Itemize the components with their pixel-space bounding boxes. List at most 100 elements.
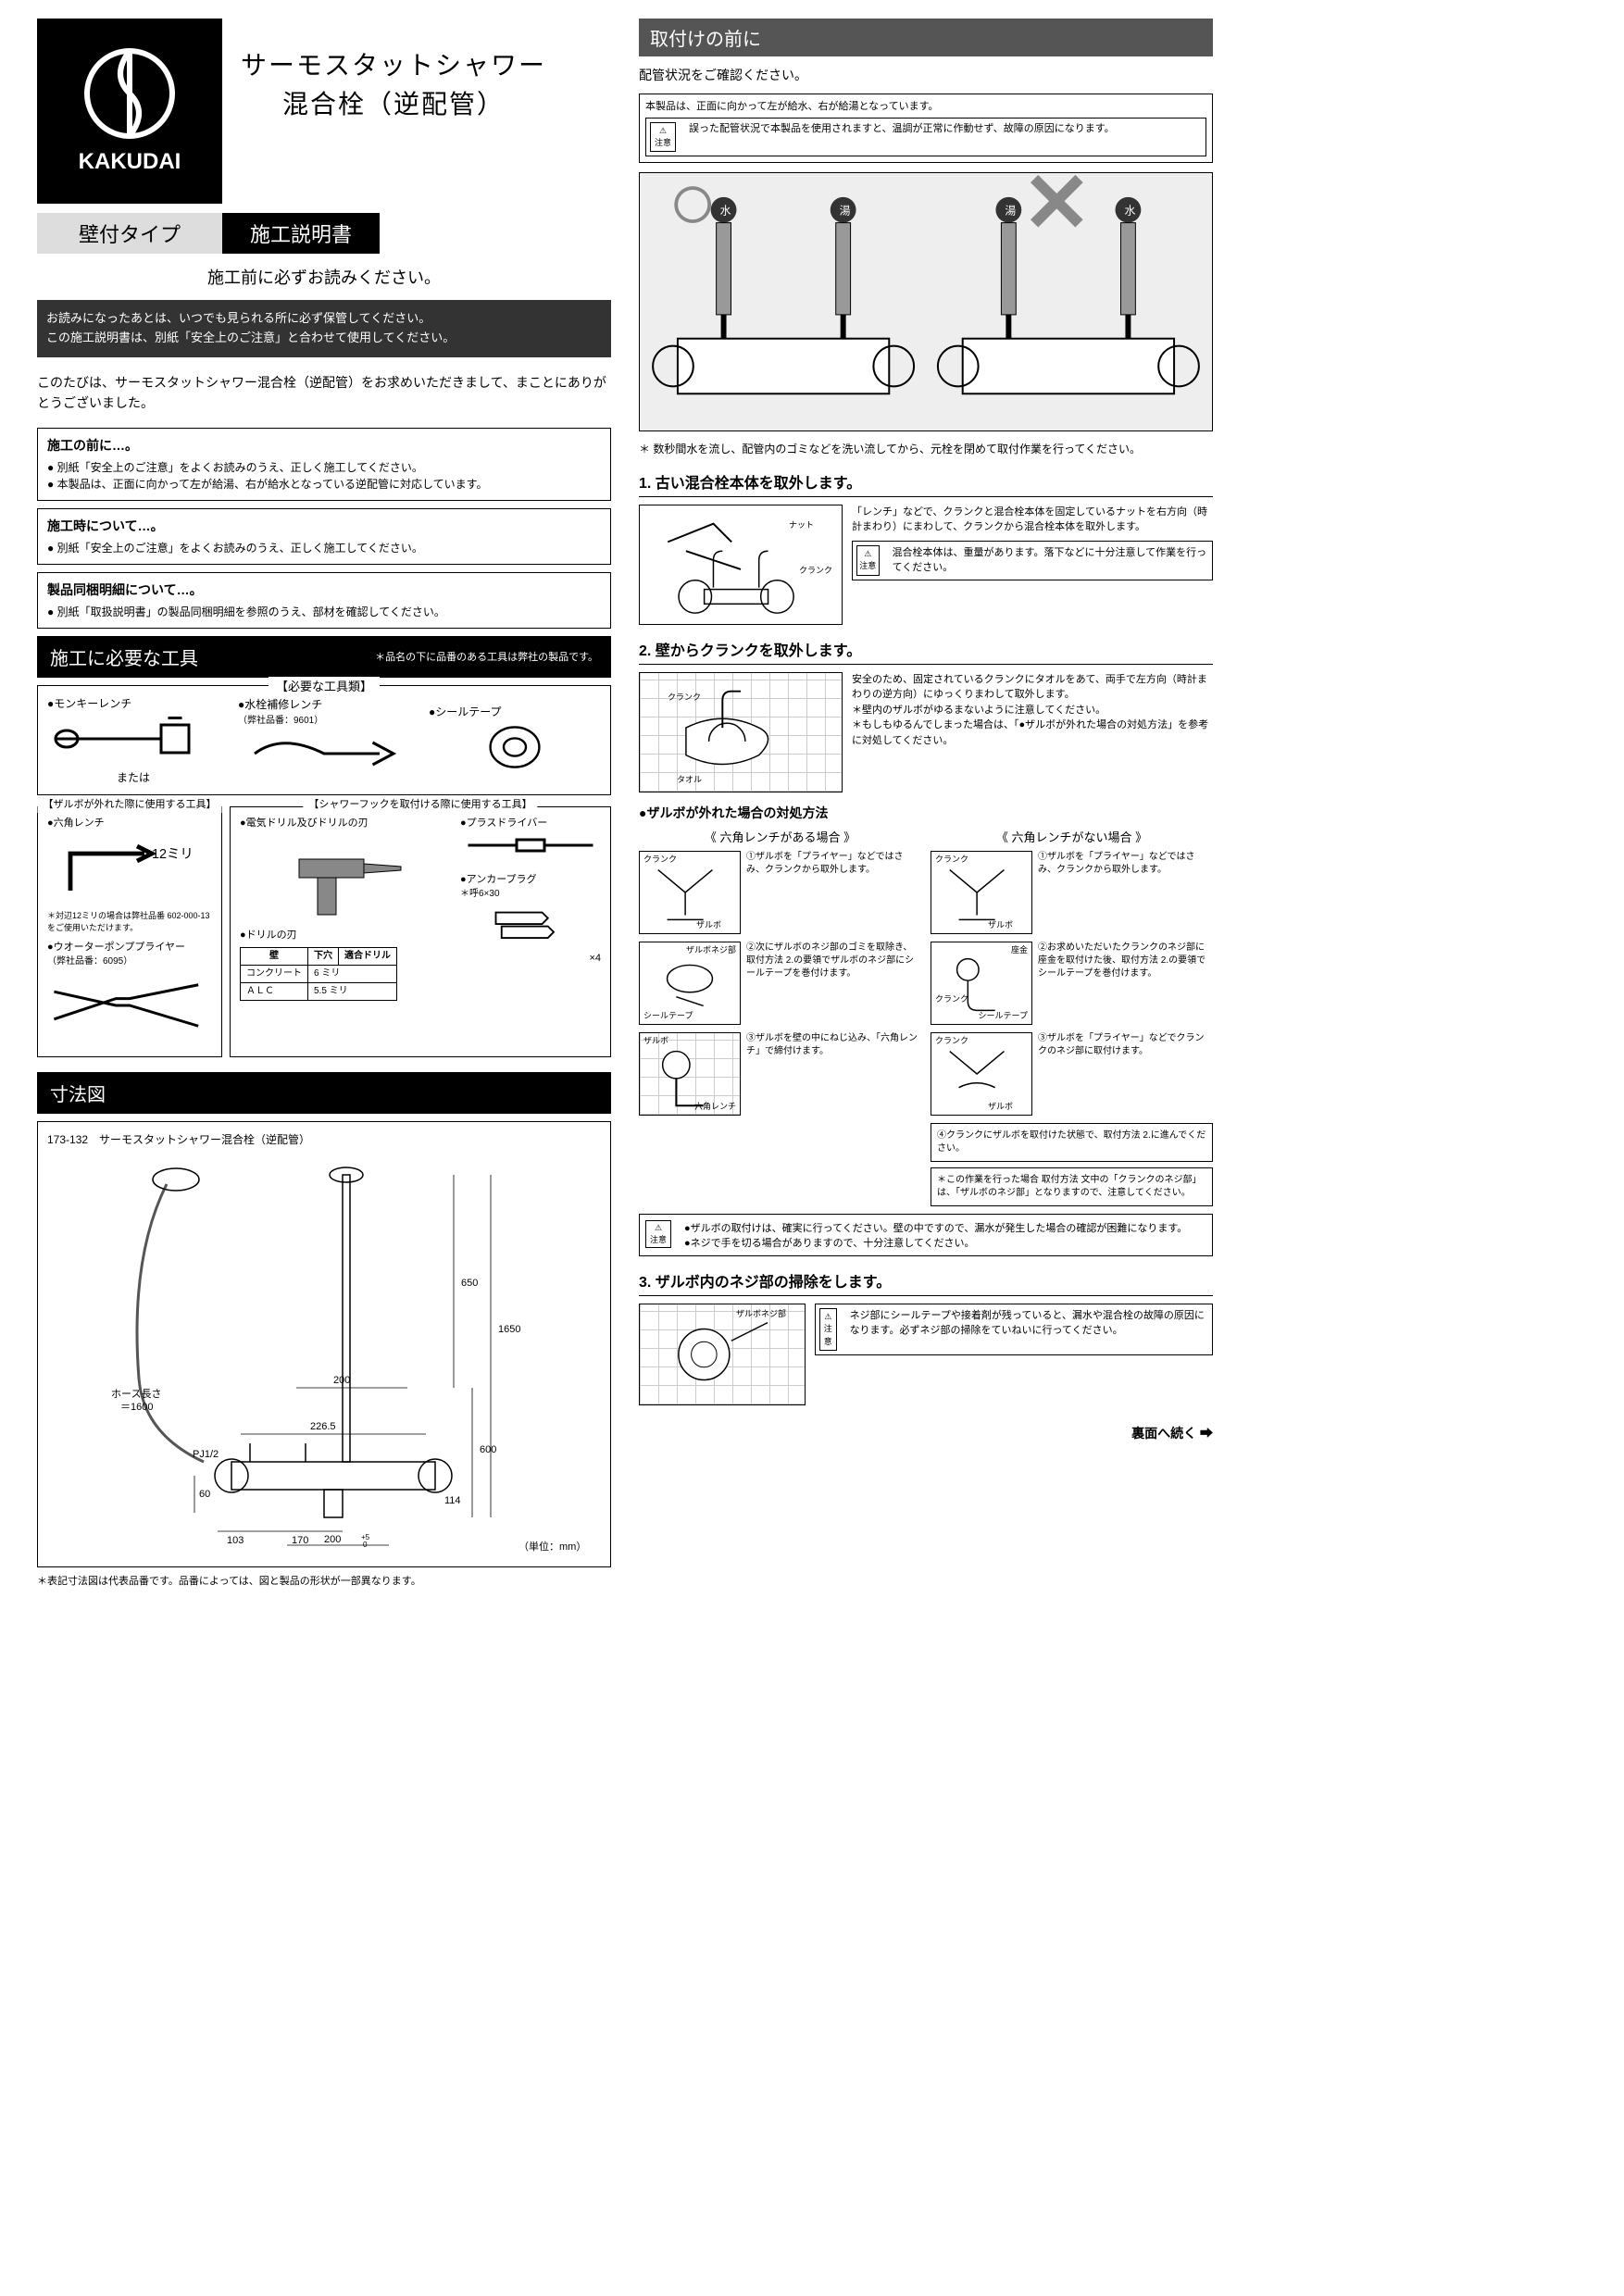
read-first-notice: 施工前に必ずお読みください。 [37, 265, 611, 289]
tool-monkey-wrench: ●モンキーレンチ または [47, 695, 219, 785]
caution-icon: ⚠注意 [856, 545, 880, 576]
tool-faucet-wrench-code: （弊社品番：9601） [238, 712, 410, 726]
ng-mark: ✕ [1022, 155, 1092, 252]
zl2-illust: ザルボネジ部 シールテープ [639, 942, 741, 1025]
zalbo-right-col: 《 六角レンチがない場合 》 クランク ザルボ ①ザルボを「プライヤー」などでは… [931, 828, 1213, 1206]
dimension-drawing: ホース長さ ＝1600 650 1650 600 200 226.5 PJ1/2 [47, 1147, 601, 1554]
zalbo-left-col: 《 六角レンチがある場合 》 クランク ザルボ ①ザルボを「プライヤー」などでは… [639, 828, 921, 1206]
zr3-illust: クランク ザルボ [931, 1032, 1032, 1116]
step2-towel-label: タオル [677, 774, 702, 787]
when-install-box: 施工時について…。 ● 別紙「安全上のご注意」をよくお読みのうえ、正しく施工して… [37, 508, 611, 565]
when-title: 施工時について…。 [47, 517, 601, 536]
svg-text:114: 114 [444, 1495, 461, 1506]
drill-h3: 適合ドリル [339, 947, 397, 965]
hook-tools-frame: 【シャワーフックを取付ける際に使用する工具】 ●電気ドリル及びドリルの刃 ●ドリ… [230, 806, 611, 1057]
zl2-text: ②次にザルボのネジ部のゴミを取除き、取付方法 2.の要領でザルボのネジ部にシール… [746, 942, 921, 1025]
caution-icon: ⚠注意 [819, 1308, 837, 1352]
dim-footnote: ＊表記寸法図は代表品番です。品番によっては、図と製品の形状が一部異なります。 [37, 1573, 611, 1588]
zalbo-left-title: 《 六角レンチがある場合 》 [639, 828, 921, 845]
subframe1-label: 【ザルボが外れた際に使用する工具】 [38, 798, 222, 812]
svg-text:60: 60 [199, 1489, 210, 1500]
step1-nut-label: ナット [789, 519, 814, 532]
hex-size-dim: 12ミリ [152, 847, 194, 862]
piping-warning-text: 誤った配管状況で本製品を使用されますと、温調が正常に作動せず、故障の原因になりま… [689, 122, 1115, 136]
tool-monkey-label: ●モンキーレンチ [47, 695, 219, 711]
svg-text:＝1600: ＝1600 [120, 1402, 153, 1413]
drill-r2c1: ＡＬＣ [241, 982, 308, 1000]
drill-r1c2: 6 ミリ [308, 965, 397, 982]
tool-drill-label: ●電気ドリル及びドリルの刃 [240, 817, 451, 830]
faucet-wrench-icon [238, 726, 410, 781]
caution-label: 注意 [655, 138, 671, 147]
caution-label: 注意 [859, 561, 876, 570]
zalbo-warn1: ●ザルボの取付けは、確実に行ってください。壁の中ですので、漏水が発生した場合の確… [684, 1220, 1187, 1235]
svg-text:170: 170 [292, 1535, 308, 1546]
zl1-text: ①ザルボを「プライヤー」などではさみ、クランクから取外します。 [746, 851, 921, 934]
manual-label: 施工説明書 [222, 213, 380, 254]
svg-text:0: 0 [363, 1541, 368, 1549]
before-bullet2: ● 本製品は、正面に向かって左が給湯、右が給水となっている逆配管に対応しています… [47, 476, 601, 493]
drill-h1: 壁 [241, 947, 308, 965]
step1-crank-label: クランク [799, 565, 832, 578]
zr1-text: ①ザルボを「プライヤー」などではさみ、クランクから取外します。 [1038, 851, 1213, 934]
brand-name: KAKUDAI [79, 149, 181, 175]
drill-r1c1: コンクリート [241, 965, 308, 982]
zalbo-final-note: ＊この作業を行った場合 取付方法 文中の「クランクのネジ部」は、「ザルボのネジ部… [931, 1167, 1213, 1206]
zr2-illust: 座金 クランク シールテープ [931, 942, 1032, 1025]
subframe2-label: 【シャワーフックを取付ける際に使用する工具】 [303, 798, 537, 812]
screwdriver-icon [460, 831, 601, 859]
zr3-text: ③ザルボを「プライヤー」などでクランクのネジ部に取付けます。 [1038, 1032, 1213, 1116]
tools-header-note: ＊品名の下に品番のある工具は弊社の製品です。 [375, 651, 598, 664]
piping-diagram: ○ ✕ 水 湯 湯 水 [639, 172, 1213, 431]
tool-pump-label: ●ウオーターポンププライヤー [47, 941, 212, 955]
step1-illust: ナット クランク [639, 505, 843, 625]
zl1-crank: クランク [643, 854, 677, 866]
dim-product-name: 173-132 サーモスタットシャワー混合栓（逆配管） [47, 1131, 601, 1147]
zl3-illust: ザルボ 六角レンチ [639, 1032, 741, 1116]
zr3-zalbo: ザルボ [988, 1101, 1013, 1113]
svg-text:103: 103 [227, 1535, 244, 1546]
continue-text: 裏面へ続く ➡ [639, 1424, 1213, 1442]
before-title: 施工の前に…。 [47, 436, 601, 455]
pump-plier-icon [47, 968, 212, 1042]
drill-table-label: ●ドリルの刃 [240, 929, 451, 942]
svg-text:湯: 湯 [840, 204, 851, 217]
step3-illust: ザルボネジ部 [639, 1304, 806, 1405]
before-install-header: 取付けの前に [639, 19, 1213, 56]
before-install-box: 施工の前に…。 ● 別紙「安全上のご注意」をよくお読みのうえ、正しく施工してくだ… [37, 428, 611, 501]
bundle-title: 製品同梱明細について…。 [47, 580, 601, 600]
title-line2: 混合栓（逆配管） [282, 90, 505, 119]
storage-notice-box: お読みになったあとは、いつでも見られる所に必ず保管してください。 この施工説明書… [37, 300, 611, 357]
tool-pump-code: （弊社品番：6095） [47, 955, 212, 968]
caution-icon: ⚠注意 [650, 122, 676, 151]
tool-faucet-wrench: ●水栓補修レンチ （弊社品番：9601） [238, 696, 410, 784]
step3-label: ザルボネジ部 [736, 1308, 786, 1321]
step1-warning: 混合栓本体は、重量があります。落下などに十分注意して作業を行ってください。 [893, 545, 1208, 576]
svg-text:（単位：mm）: （単位：mm） [518, 1540, 586, 1553]
zr1-zalbo: ザルボ [988, 919, 1013, 931]
zr1-crank: クランク [935, 854, 968, 866]
seal-tape-icon [429, 719, 601, 775]
zalbo-tools-frame: 【ザルボが外れた際に使用する工具】 ●六角レンチ 12ミリ ＊対辺12ミリの場合… [37, 806, 222, 1057]
svg-text:650: 650 [461, 1278, 478, 1289]
product-title: サーモスタットシャワー 混合栓（逆配管） [241, 46, 546, 204]
zl2-seal: シールテープ [643, 1010, 693, 1022]
bundle-bullet1: ● 別紙「取扱説明書」の製品同梱明細を参照のうえ、部材を確認してください。 [47, 604, 601, 620]
kakudai-logo-icon [83, 47, 176, 140]
dim-header-text: 寸法図 [50, 1079, 106, 1106]
caution-label: 注意 [824, 1324, 832, 1346]
tool-right-col: ●プラスドライバー ●アンカープラグ ＊呼6×30 ×4 [460, 817, 601, 1000]
tool-seal-tape: ●シールテープ [429, 704, 601, 778]
tools-header-text: 施工に必要な工具 [50, 643, 198, 670]
step2-text3: ＊もしもゆるんでしまった場合は、「●ザルボが外れた場合の対処方法」を参考に対処し… [852, 718, 1213, 748]
zl3-hex: 六角レンチ [694, 1101, 736, 1113]
step3-warning: ネジ部にシールテープや接着剤が残っていると、漏水や混合栓の故障の原因になります。… [850, 1308, 1208, 1339]
zr3-crank: クランク [935, 1035, 968, 1047]
zr2-seal: シールテープ [979, 1010, 1028, 1022]
confirm-piping-text: 配管状況をご確認ください。 [639, 66, 1213, 84]
drill-table: 壁下穴適合ドリル コンクリート6 ミリ ＡＬＣ5.5 ミリ [240, 947, 397, 1001]
brand-logo-block: KAKUDAI [37, 19, 222, 204]
title-line1: サーモスタットシャワー [241, 51, 546, 80]
ok-mark: ○ [668, 155, 718, 250]
hex-wrench-icon: 12ミリ [47, 831, 212, 905]
